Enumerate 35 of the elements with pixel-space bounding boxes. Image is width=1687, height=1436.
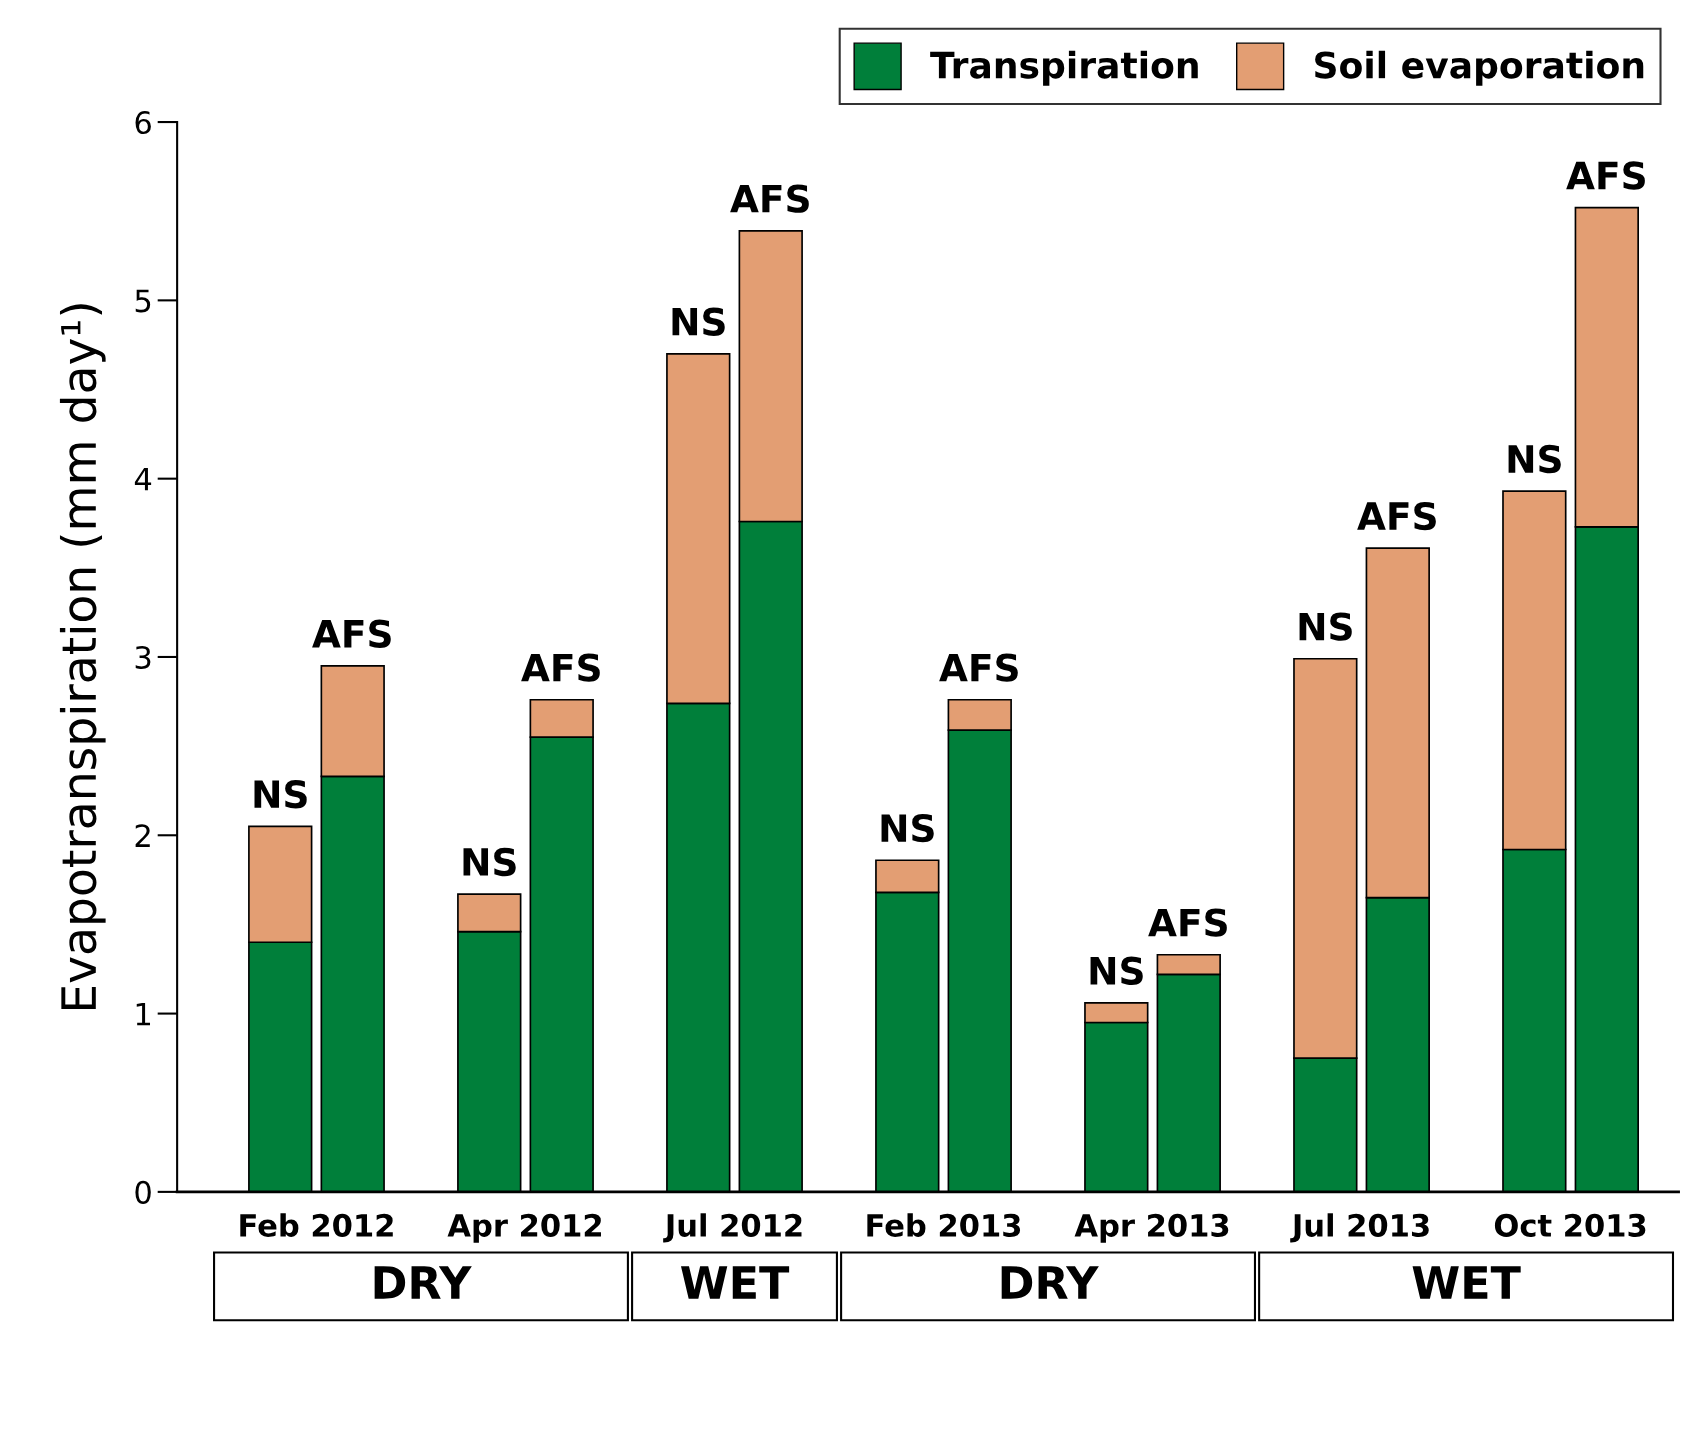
- text: Feb 2013: [867, 1213, 1021, 1237]
- data-label: NS: [881, 813, 934, 843]
- y-axis-title: Evapotranspiration (mm day¹): [59, 304, 106, 1010]
- data-label: AFS: [1566, 161, 1645, 190]
- text: Oct 2013: [1494, 1213, 1646, 1237]
- data-label: AFS: [1148, 908, 1227, 937]
- y-tick-label: 1: [136, 1002, 151, 1026]
- text: WET: [1412, 1266, 1521, 1299]
- y-tick-label: 6: [135, 110, 151, 135]
- y-tick-label: 2: [135, 824, 150, 847]
- legend-label: Soil evaporation: [1315, 50, 1644, 86]
- y-tick-label: 4: [134, 468, 152, 491]
- text: Feb 2012: [240, 1213, 393, 1237]
- data-label: AFS: [730, 184, 809, 213]
- text: DRY: [374, 1266, 472, 1299]
- text: WET: [680, 1266, 790, 1299]
- y-tick-label: 0: [135, 1180, 151, 1204]
- text: Apr 2012: [447, 1213, 601, 1243]
- data-label: NS: [254, 780, 307, 809]
- data-label: NS: [1508, 444, 1561, 474]
- data-label: NS: [1299, 612, 1352, 641]
- y-tick-label: 3: [135, 645, 151, 670]
- text: Apr 2013: [1074, 1213, 1229, 1243]
- data-label: AFS: [312, 619, 391, 648]
- text: DRY: [1001, 1266, 1099, 1299]
- data-label: NS: [672, 307, 725, 336]
- data-label: NS: [1090, 956, 1143, 985]
- text: Jul 2013: [1290, 1213, 1429, 1243]
- legend-label: Transpiration: [930, 50, 1198, 86]
- data-label: NS: [463, 847, 516, 877]
- y-tick-label: 5: [135, 289, 151, 313]
- text: Jul 2012: [663, 1213, 802, 1243]
- data-label: AFS: [521, 653, 600, 682]
- data-label: AFS: [939, 653, 1018, 682]
- data-label: AFS: [1357, 501, 1436, 531]
